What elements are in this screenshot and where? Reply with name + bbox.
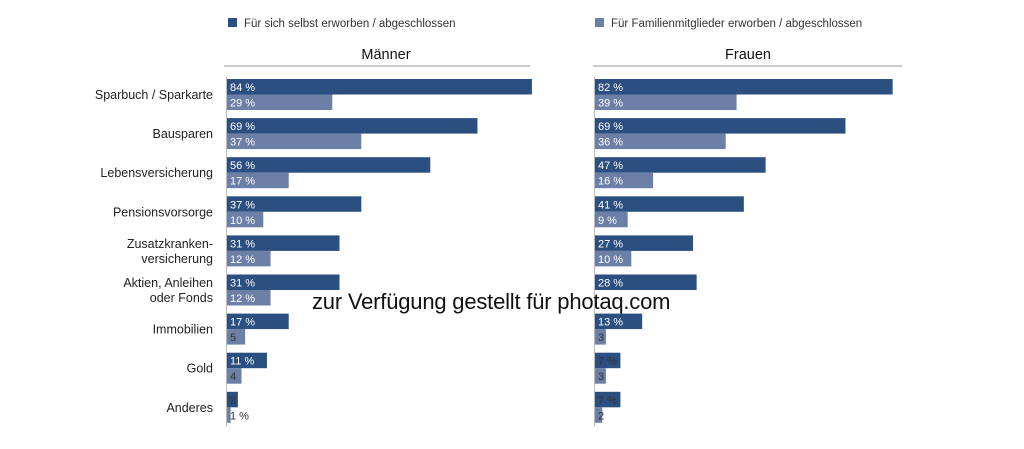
data-label-1-2-7: 5 (230, 332, 236, 344)
category-label-3: Lebensversicherung (100, 166, 213, 180)
data-label-1-1-6: 31 % (230, 278, 255, 290)
data-label-2-2-3: 16 % (598, 176, 623, 188)
category-label-4: Pensionsvorsorge (113, 205, 213, 219)
data-label-1-1-3: 56 % (230, 160, 255, 172)
bar-1-2-4 (227, 211, 264, 228)
bar-2-1-2 (595, 118, 846, 134)
data-label-2-2-5: 10 % (598, 254, 623, 266)
category-label-1: Sparbuch / Sparkarte (95, 88, 213, 102)
bar-1-1-5 (227, 235, 340, 251)
data-label-2-1-1: 82 % (598, 82, 623, 94)
bar-2-1-9 (595, 391, 621, 408)
bar-1-1-7 (227, 313, 289, 330)
data-label-1-2-5: 12 % (230, 254, 255, 266)
data-label-2-2-8: 3 (598, 371, 604, 383)
data-label-1-2-8: 4 (230, 371, 236, 383)
bar-1-2-2 (227, 133, 362, 150)
data-label-2-2-7: 3 (598, 332, 604, 344)
data-label-2-1-9: 7 % (598, 395, 617, 407)
bar-2-1-8 (595, 352, 621, 369)
bar-1-1-6 (227, 274, 340, 290)
bar-2-1-1 (595, 79, 893, 95)
category-label-2: Bausparen (153, 127, 214, 141)
bar-2-2-4 (595, 211, 628, 228)
bar-1-1-4 (227, 196, 362, 212)
legend-swatch-2 (595, 18, 604, 27)
bar-1-1-8 (227, 352, 267, 369)
bar-2-2-2 (595, 133, 726, 150)
bar-2-1-4 (595, 196, 744, 212)
data-label-1-1-9: 3 (230, 395, 236, 407)
watermark-text: zur Verfügung gestellt für photaq.com (312, 289, 671, 314)
data-label-1-1-7: 17 % (230, 317, 255, 329)
data-label-2-1-4: 41 % (598, 199, 623, 211)
legend-label-2: Für Familienmitglieder erworben / abgesc… (611, 18, 862, 30)
data-label-2-1-2: 69 % (598, 121, 623, 133)
data-label-2-1-6: 28 % (598, 278, 623, 290)
bar-2-1-3 (595, 157, 766, 173)
bar-2-2-3 (595, 172, 654, 189)
bar-1-1-1 (227, 79, 532, 95)
legend-label-1: Für sich selbst erworben / abgeschlossen (244, 18, 456, 30)
bar-2-2-7 (595, 329, 606, 345)
data-label-1-2-1: 29 % (230, 98, 255, 110)
data-label-1-2-2: 37 % (230, 137, 255, 149)
bar-2-1-6 (595, 274, 697, 290)
bar-2-1-5 (595, 235, 694, 251)
bar-1-1-2 (227, 118, 478, 134)
data-label-1-1-8: 11 % (230, 356, 254, 368)
category-label-7: Immobilien (153, 323, 213, 337)
bar-2-2-1 (595, 94, 737, 110)
data-label-1-2-6: 12 % (230, 293, 255, 305)
bar-1-2-1 (227, 94, 333, 110)
legend-swatch-1 (228, 18, 237, 27)
data-label-2-1-5: 27 % (598, 238, 623, 250)
data-label-1-2-4: 10 % (230, 215, 255, 227)
bar-2-2-8 (595, 368, 606, 384)
bar-1-2-8 (227, 368, 242, 384)
data-label-1-1-1: 84 % (230, 82, 255, 94)
data-label-2-2-9: 2 (598, 410, 604, 422)
category-label-6: Aktien, Anleihen oder Fonds (123, 276, 213, 305)
bar-1-2-5 (227, 250, 271, 267)
data-label-2-1-8: 7 % (598, 356, 617, 368)
bar-1-2-9 (227, 407, 231, 423)
bar-1-1-3 (227, 157, 431, 173)
bar-1-2-6 (227, 290, 271, 306)
panel-title-1: Männer (361, 47, 410, 63)
data-label-1-1-4: 37 % (230, 199, 255, 211)
bar-2-1-7 (595, 313, 643, 330)
data-label-2-1-3: 47 % (598, 160, 623, 172)
data-label-1-2-9: 1 % (230, 410, 249, 422)
category-label-5: Zusatzkranken-versicherung (127, 237, 213, 266)
bar-1-2-3 (227, 172, 289, 189)
data-label-1-1-2: 69 % (230, 121, 255, 133)
data-label-2-1-7: 13 % (598, 317, 623, 329)
bar-1-2-7 (227, 329, 246, 345)
data-label-2-2-4: 9 % (598, 215, 617, 227)
data-label-1-1-5: 31 % (230, 238, 255, 250)
panel-title-2: Frauen (725, 47, 771, 63)
bar-2-2-9 (595, 407, 603, 423)
category-label-9: Anderes (166, 401, 213, 415)
bar-2-2-5 (595, 250, 632, 267)
data-label-2-2-1: 39 % (598, 98, 623, 110)
bar-1-1-9 (227, 391, 238, 408)
data-label-2-2-2: 36 % (598, 137, 623, 149)
category-label-8: Gold (187, 362, 213, 376)
data-label-1-2-3: 17 % (230, 176, 255, 188)
